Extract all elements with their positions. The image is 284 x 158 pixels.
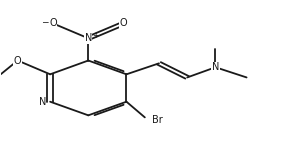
Text: N: N [85,33,92,43]
Text: N: N [212,62,219,72]
Text: +: + [92,31,99,40]
Text: O: O [49,18,57,28]
Text: O: O [14,55,22,66]
Text: Br: Br [152,115,163,125]
Text: −: − [41,17,49,26]
Text: N: N [39,97,46,107]
Text: O: O [120,18,128,28]
